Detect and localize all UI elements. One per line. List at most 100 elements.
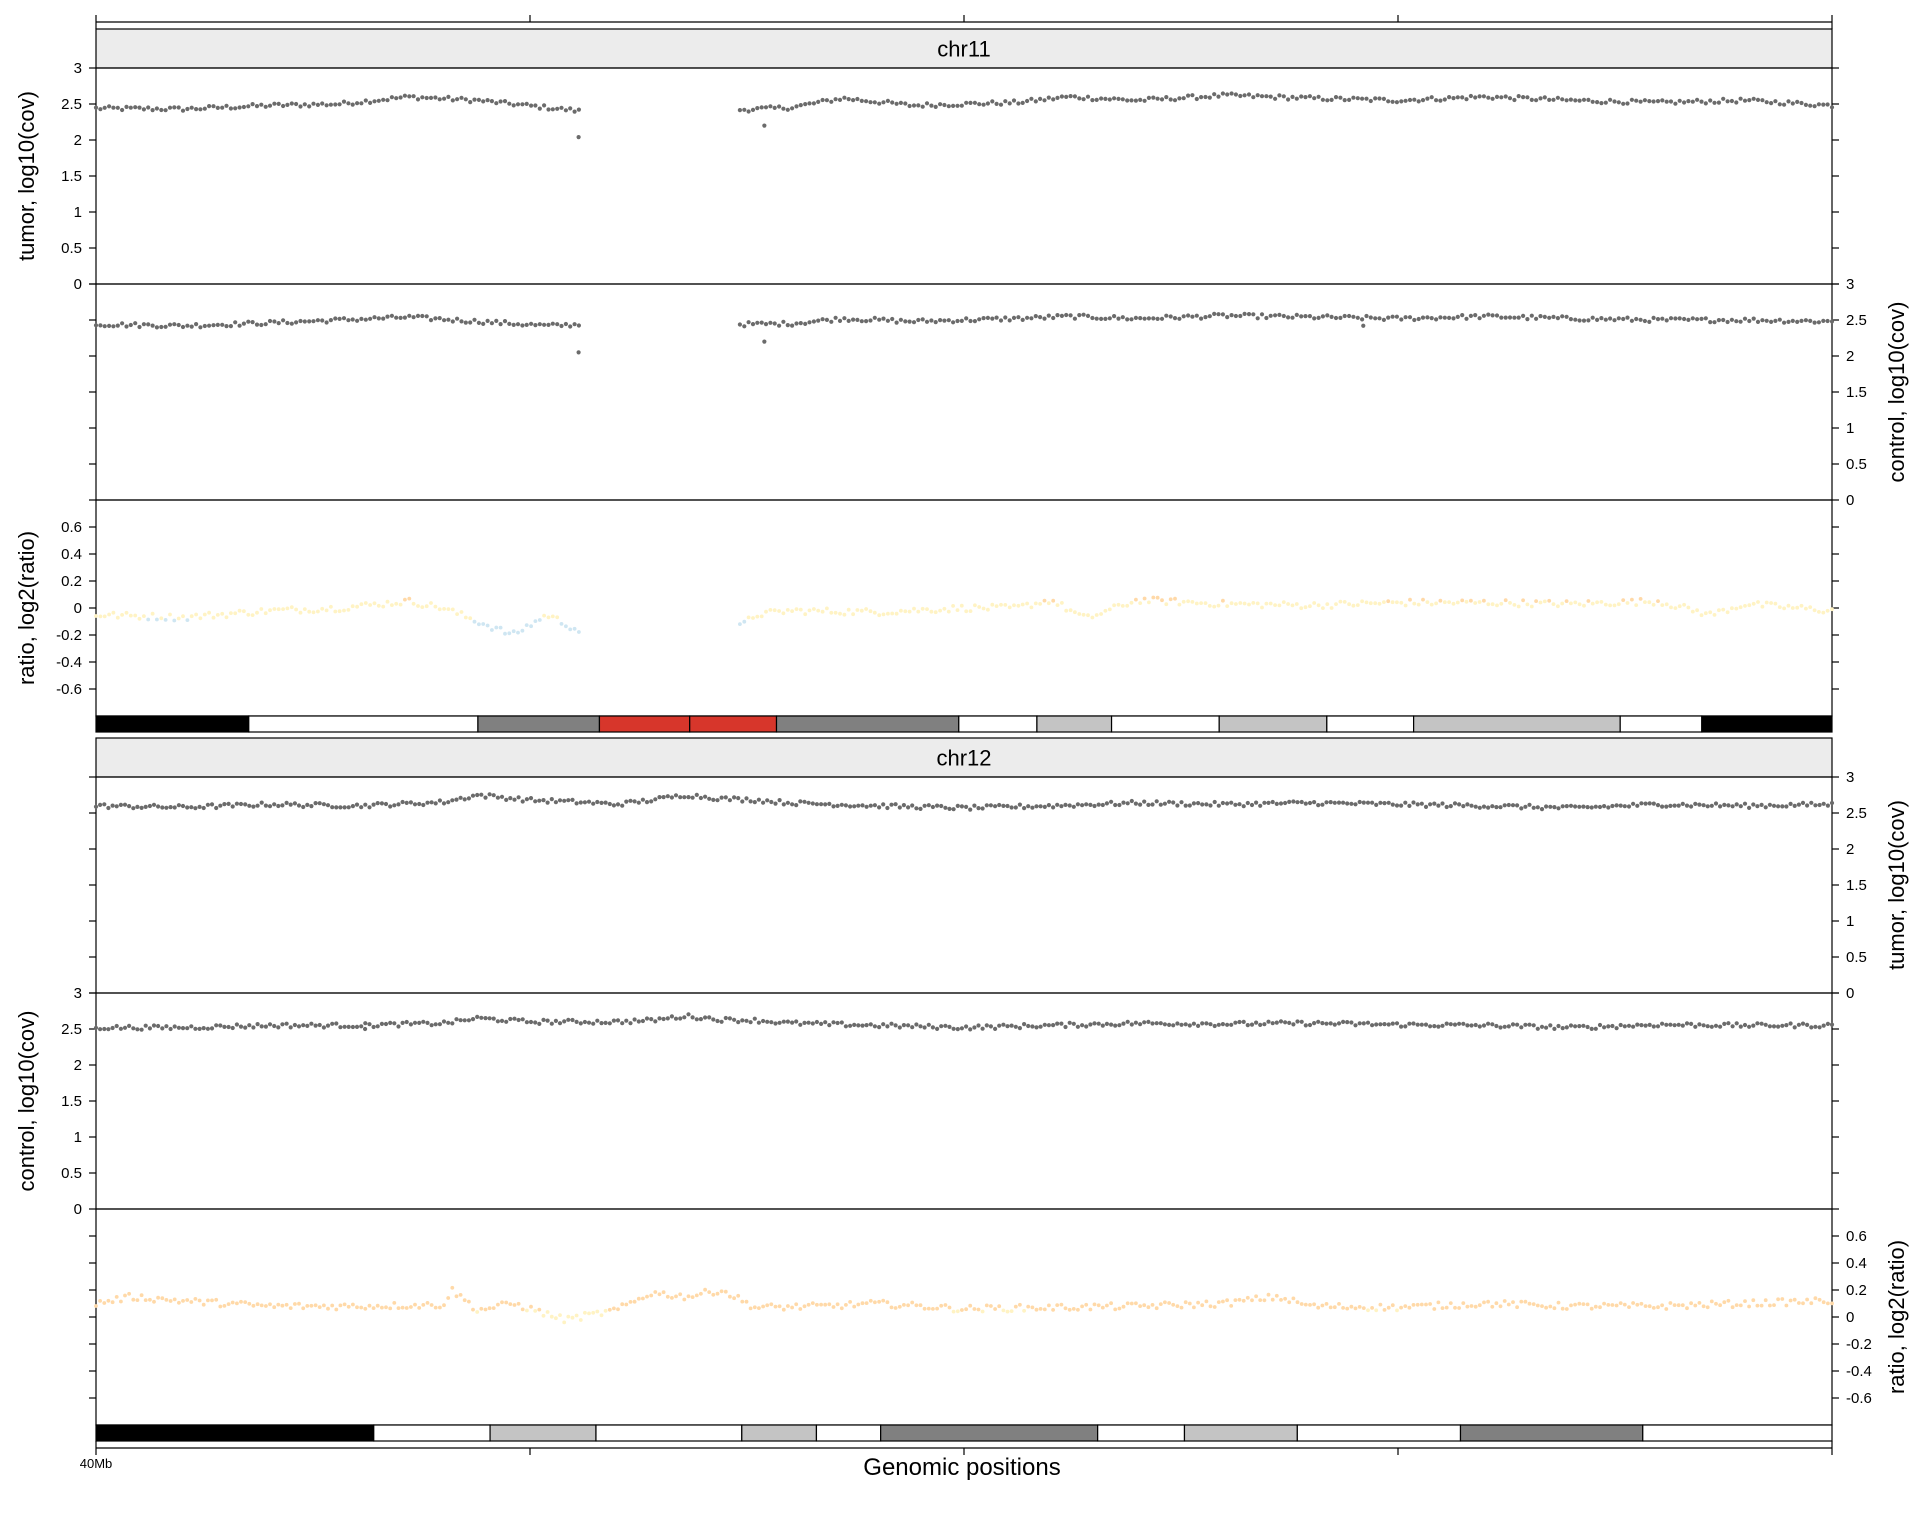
data-point bbox=[1684, 1021, 1690, 1026]
data-point bbox=[1121, 1021, 1126, 1026]
data-point bbox=[549, 1314, 554, 1319]
data-point bbox=[1494, 313, 1500, 318]
data-point bbox=[1117, 1306, 1122, 1311]
strip-label: chr12 bbox=[936, 746, 991, 771]
data-point bbox=[1651, 602, 1656, 607]
data-point bbox=[524, 101, 529, 106]
data-point bbox=[1425, 315, 1430, 320]
y-tick-label: 1 bbox=[74, 1129, 82, 1146]
data-point bbox=[281, 318, 286, 323]
data-point bbox=[715, 1291, 720, 1296]
data-point bbox=[1825, 803, 1830, 808]
data-point bbox=[1586, 97, 1591, 102]
data-point bbox=[148, 1297, 152, 1302]
data-point bbox=[189, 1024, 194, 1029]
data-point bbox=[1452, 1022, 1458, 1027]
data-point bbox=[301, 1023, 306, 1028]
data-point bbox=[289, 321, 294, 326]
data-point bbox=[968, 318, 973, 324]
data-point bbox=[893, 1023, 898, 1028]
data-point bbox=[1336, 1021, 1342, 1026]
data-point bbox=[603, 1020, 608, 1025]
y-axis-label: control, log10(cov) bbox=[1884, 302, 1909, 483]
data-point bbox=[1373, 96, 1378, 101]
data-point bbox=[433, 1022, 438, 1027]
data-point bbox=[678, 795, 683, 800]
data-point bbox=[1512, 603, 1517, 607]
data-point bbox=[281, 103, 286, 109]
y-tick-label: -0.4 bbox=[1846, 1363, 1872, 1380]
data-point bbox=[1034, 804, 1039, 809]
data-point bbox=[781, 106, 786, 111]
data-point bbox=[172, 618, 177, 623]
data-point bbox=[1788, 1298, 1793, 1303]
data-point bbox=[372, 601, 377, 606]
data-point bbox=[259, 1303, 264, 1308]
data-point bbox=[570, 1315, 575, 1320]
data-point bbox=[1338, 599, 1343, 604]
data-point bbox=[1258, 1022, 1263, 1027]
data-point bbox=[255, 1022, 260, 1027]
data-point bbox=[1821, 1023, 1826, 1028]
data-point bbox=[1088, 802, 1093, 808]
data-point bbox=[1734, 802, 1739, 807]
data-point bbox=[156, 1023, 161, 1029]
data-point bbox=[328, 318, 333, 323]
data-point bbox=[1179, 1305, 1184, 1310]
data-point bbox=[838, 611, 842, 616]
data-point bbox=[1294, 96, 1299, 101]
data-point bbox=[1168, 97, 1173, 102]
data-point bbox=[1502, 1024, 1507, 1029]
data-point bbox=[678, 1016, 683, 1021]
data-point bbox=[1072, 316, 1077, 321]
data-point bbox=[463, 97, 468, 102]
data-point bbox=[1229, 1022, 1234, 1027]
data-point bbox=[955, 1309, 960, 1314]
data-point bbox=[1357, 1305, 1362, 1309]
data-point bbox=[425, 1020, 430, 1025]
data-point bbox=[234, 1022, 239, 1027]
data-point bbox=[820, 97, 825, 103]
data-point bbox=[1107, 316, 1112, 321]
data-point bbox=[981, 316, 986, 321]
data-point bbox=[1394, 1021, 1400, 1026]
data-point bbox=[1512, 97, 1517, 103]
data-point bbox=[507, 101, 512, 106]
data-point bbox=[994, 315, 999, 320]
data-point bbox=[1068, 94, 1073, 99]
data-point bbox=[450, 798, 455, 803]
data-point bbox=[263, 1024, 268, 1029]
data-point bbox=[1672, 1303, 1677, 1307]
data-point bbox=[1255, 316, 1260, 321]
data-point bbox=[180, 108, 186, 113]
data-point bbox=[341, 316, 347, 321]
data-point bbox=[1085, 94, 1091, 99]
data-point bbox=[1512, 315, 1517, 320]
data-point bbox=[587, 1311, 591, 1316]
data-point bbox=[1129, 1301, 1134, 1306]
data-point bbox=[1142, 596, 1147, 601]
data-point bbox=[1191, 801, 1196, 806]
data-point bbox=[1105, 1303, 1109, 1308]
data-point bbox=[1273, 313, 1278, 318]
data-point bbox=[1655, 317, 1661, 322]
data-point bbox=[475, 1014, 480, 1020]
data-point bbox=[1434, 317, 1439, 322]
data-point bbox=[1159, 316, 1165, 321]
data-point bbox=[1116, 602, 1121, 607]
data-point bbox=[137, 105, 142, 110]
data-point bbox=[376, 603, 381, 608]
data-point bbox=[1018, 1302, 1022, 1307]
data-point bbox=[1519, 1299, 1524, 1304]
data-point bbox=[1510, 803, 1516, 808]
data-point bbox=[1415, 1302, 1420, 1307]
data-point bbox=[1294, 312, 1299, 317]
data-point bbox=[1442, 600, 1447, 605]
y-tick-label: 0.5 bbox=[1846, 456, 1867, 473]
data-point bbox=[503, 631, 507, 636]
data-point bbox=[885, 318, 891, 323]
data-point bbox=[313, 1023, 318, 1028]
data-point bbox=[159, 324, 164, 330]
data-point bbox=[137, 324, 142, 330]
data-point bbox=[1055, 802, 1060, 807]
